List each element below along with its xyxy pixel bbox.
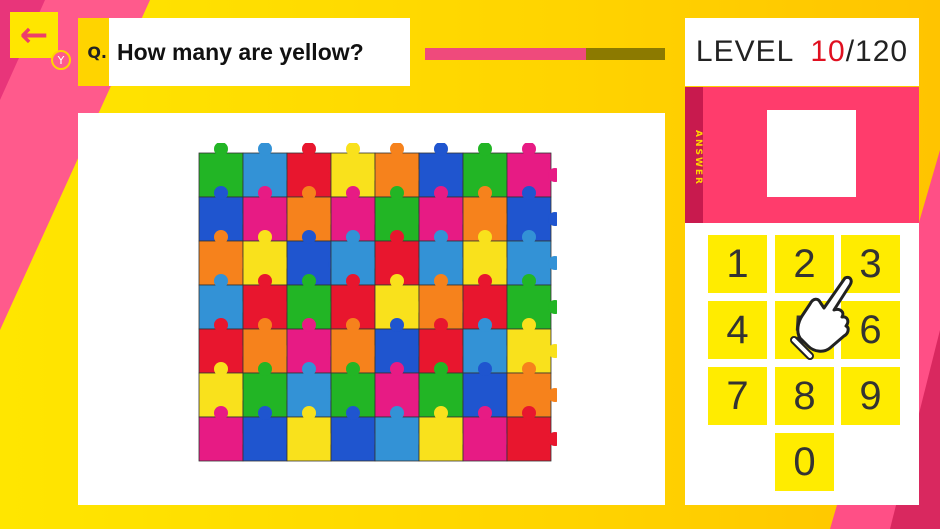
back-button[interactable]: ← xyxy=(10,12,58,58)
puzzle-image xyxy=(198,143,557,462)
puzzle-piece xyxy=(198,230,254,286)
key-2[interactable]: 2 xyxy=(775,235,834,293)
key-8[interactable]: 8 xyxy=(775,367,834,425)
puzzle-piece xyxy=(242,406,298,462)
key-0[interactable]: 0 xyxy=(775,433,834,491)
number-keypad: 1 2 3 4 5 6 7 8 9 0 xyxy=(685,223,919,505)
question-box: Q. How many are yellow? xyxy=(78,18,410,86)
level-indicator: LEVEL 10 /120 xyxy=(685,18,919,86)
level-current: 10 xyxy=(810,35,846,68)
key-3[interactable]: 3 xyxy=(841,235,900,293)
pointing-hand-icon xyxy=(790,276,853,360)
key-7[interactable]: 7 xyxy=(708,367,767,425)
key-6[interactable]: 6 xyxy=(841,301,900,359)
puzzle-piece xyxy=(506,406,557,462)
answer-panel: ANSWER xyxy=(685,87,919,223)
question-text: How many are yellow? xyxy=(117,38,364,65)
puzzle-piece xyxy=(506,230,557,286)
question-prefix: Q. xyxy=(78,18,109,86)
level-total: /120 xyxy=(845,35,909,68)
puzzle-piece xyxy=(418,406,474,462)
y-button-hint: Y xyxy=(51,50,71,70)
key-9[interactable]: 9 xyxy=(841,367,900,425)
puzzle-piece xyxy=(374,406,430,462)
arrow-left-icon: ← xyxy=(19,15,49,55)
timer-bar xyxy=(425,48,665,60)
puzzle-piece xyxy=(418,186,474,242)
level-label: LEVEL xyxy=(695,35,795,68)
puzzle-piece xyxy=(506,143,557,198)
timer-bar-fill xyxy=(425,48,586,60)
key-1[interactable]: 1 xyxy=(708,235,767,293)
answer-label: ANSWER xyxy=(685,87,703,223)
key-4[interactable]: 4 xyxy=(708,301,767,359)
answer-display xyxy=(767,110,856,197)
